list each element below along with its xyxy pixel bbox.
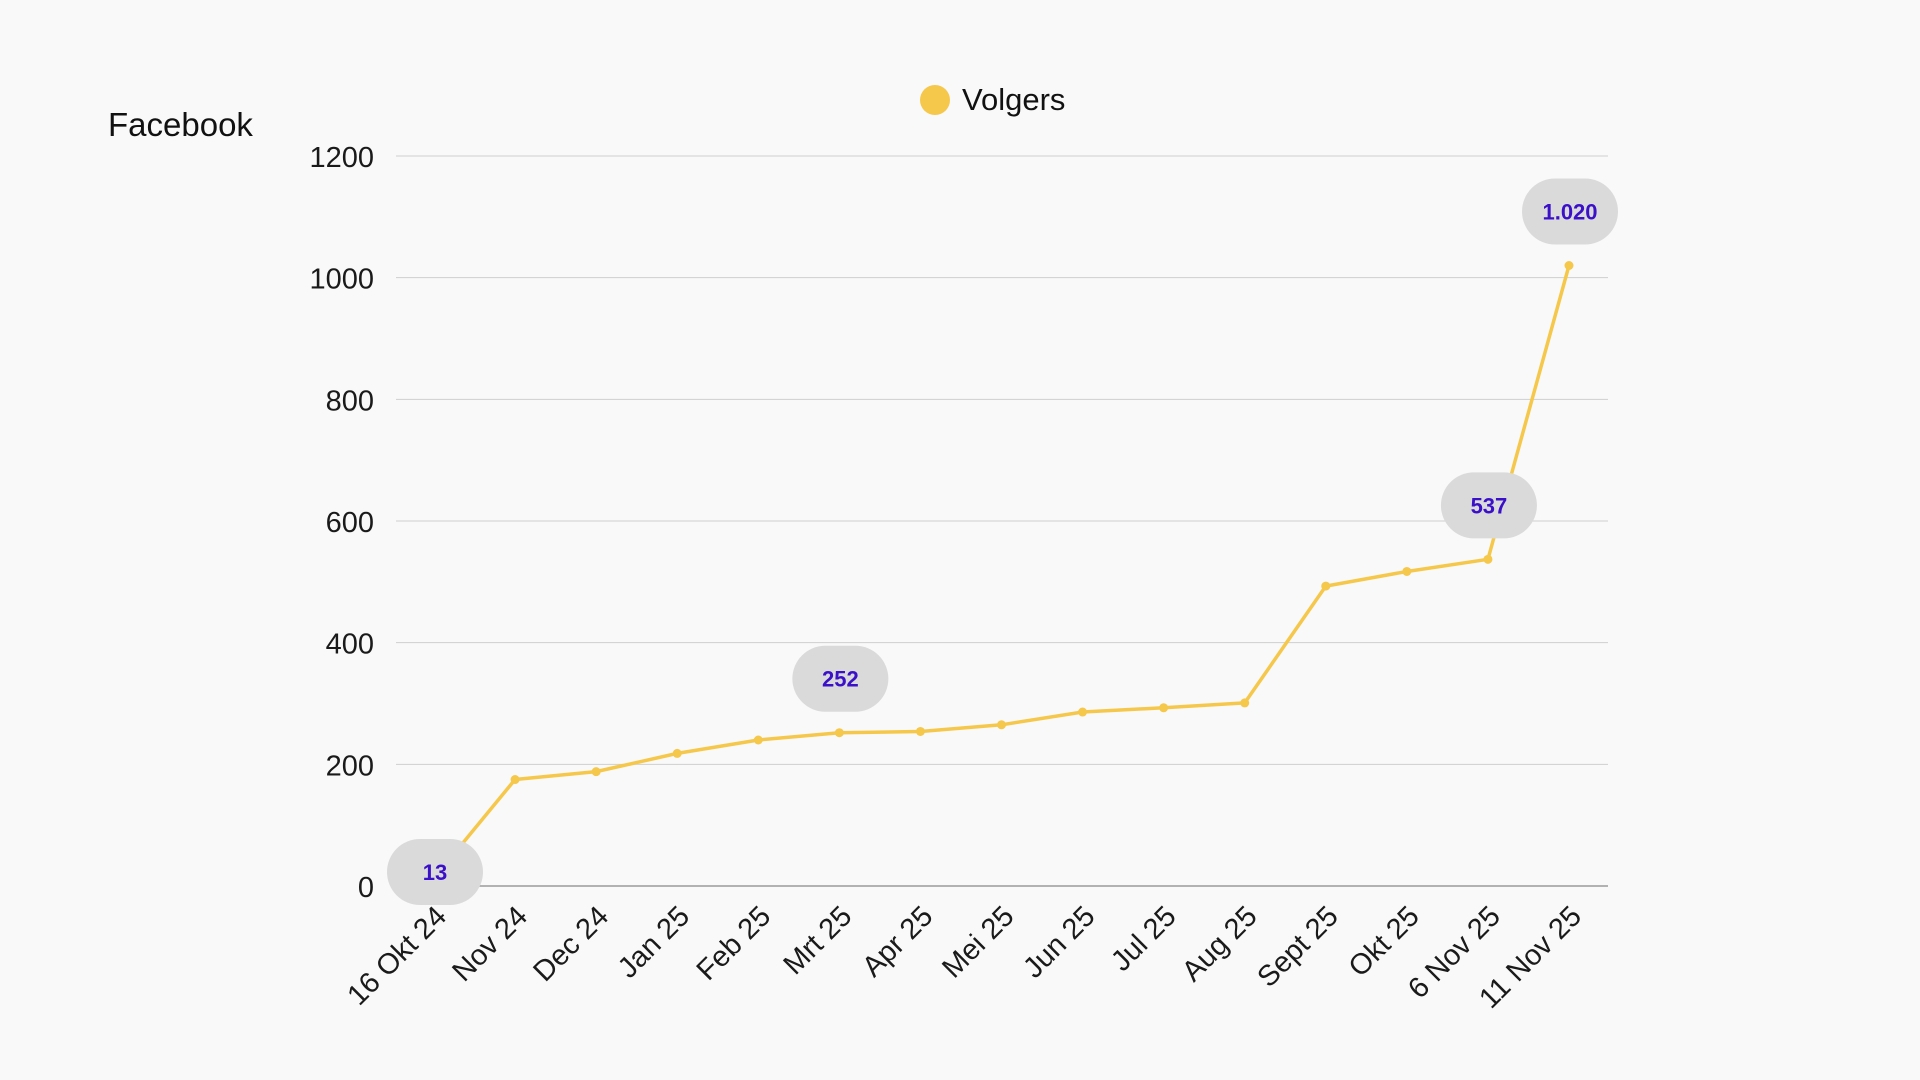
data-label-bubble [387, 839, 483, 905]
data-label: 537 [1471, 493, 1508, 518]
data-point [1321, 581, 1331, 591]
data-point [834, 728, 844, 738]
data-point [915, 726, 925, 736]
y-tick-label: 0 [358, 872, 374, 904]
x-tick-label: Jan 25 [612, 900, 696, 984]
data-label: 252 [822, 667, 859, 692]
y-tick-label: 1000 [309, 264, 374, 296]
x-tick-label: Nov 24 [446, 900, 534, 988]
legend[interactable]: Volgers [920, 82, 1065, 118]
x-tick-label: 16 Okt 24 [341, 900, 453, 1012]
x-tick-label: Jul 25 [1105, 900, 1182, 977]
legend-swatch-icon [920, 85, 950, 115]
data-label: 1.020 [1542, 200, 1597, 225]
data-label: 13 [423, 860, 447, 885]
data-point [997, 720, 1006, 730]
data-point [591, 767, 601, 777]
data-label-bubble [792, 645, 889, 712]
data-label-bubble [1522, 178, 1618, 245]
x-tick-label: Apr 25 [856, 900, 939, 983]
x-tick-label: Mei 25 [936, 900, 1020, 984]
data-point [672, 748, 682, 758]
x-tick-label: Dec 24 [527, 900, 615, 988]
data-point [1240, 698, 1250, 708]
x-tick-label: Feb 25 [691, 900, 777, 986]
x-tick-label: Sept 25 [1251, 900, 1344, 993]
y-tick-label: 200 [326, 750, 374, 782]
x-tick-label: Aug 25 [1176, 900, 1264, 988]
y-tick-label: 1200 [309, 142, 374, 174]
data-point [753, 735, 763, 745]
data-label-bubble [1440, 472, 1537, 539]
data-point [1483, 554, 1493, 564]
data-point [1402, 566, 1412, 576]
y-tick-label: 400 [326, 629, 374, 661]
page-title: Facebook [108, 106, 253, 143]
data-point [1564, 261, 1574, 270]
data-point [1159, 703, 1169, 713]
series-line-volgers [432, 263, 1571, 880]
x-tick-label: Jun 25 [1017, 900, 1101, 984]
y-tick-label: 800 [326, 385, 374, 417]
legend-label: Volgers [962, 82, 1066, 117]
x-tick-label: Mrt 25 [778, 900, 859, 981]
data-point [510, 775, 520, 785]
data-point [1078, 707, 1088, 717]
y-tick-label: 600 [326, 507, 374, 539]
